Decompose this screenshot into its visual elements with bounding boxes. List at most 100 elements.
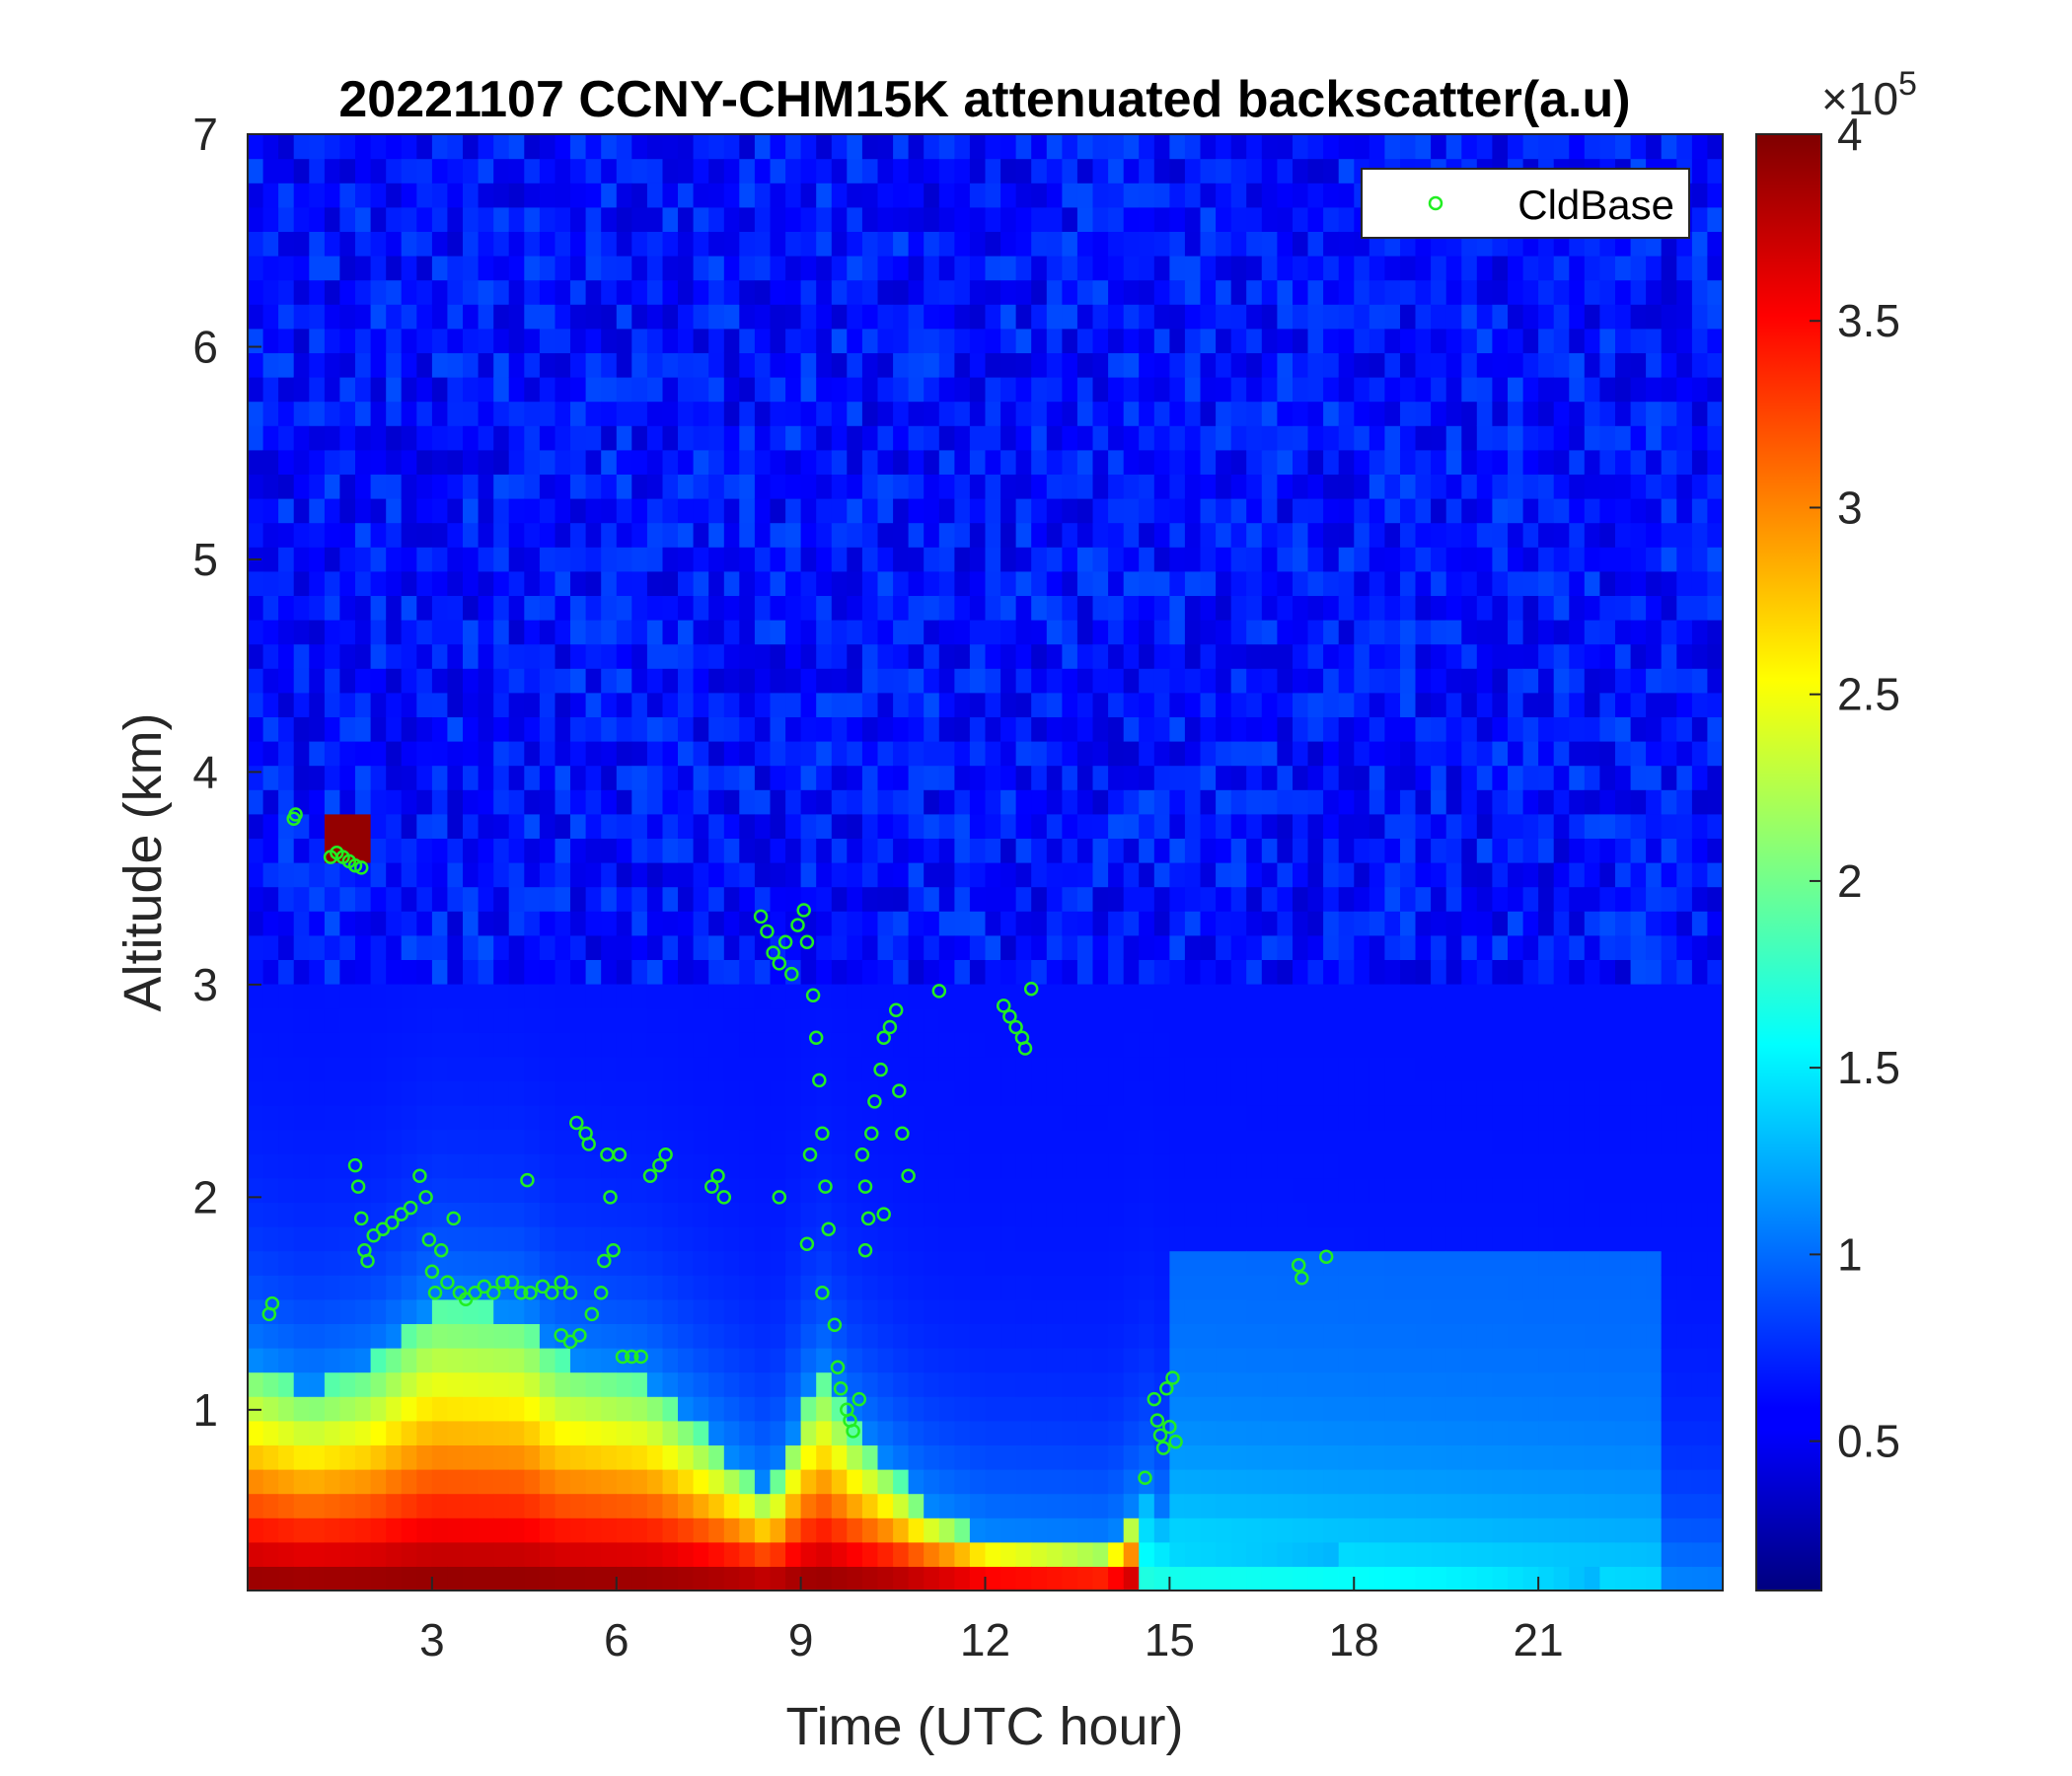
heatmap-cell <box>1338 1250 1355 1276</box>
heatmap-cell <box>524 911 541 936</box>
heatmap-cell <box>1492 1202 1509 1227</box>
heatmap-cell <box>1062 984 1078 1009</box>
heatmap-cell <box>1153 206 1170 232</box>
heatmap-cell <box>447 1105 464 1131</box>
heatmap-cell <box>1153 741 1170 767</box>
heatmap-cell <box>278 1420 295 1445</box>
heatmap-cell <box>1184 256 1202 281</box>
heatmap-cell <box>585 959 602 985</box>
heatmap-cell <box>1153 183 1170 208</box>
heatmap-cell <box>1307 328 1324 353</box>
heatmap-cell <box>539 716 556 742</box>
heatmap-cell <box>847 570 863 596</box>
heatmap-cell <box>1492 1080 1509 1106</box>
heatmap-cell <box>508 692 525 717</box>
heatmap-cell <box>262 328 279 353</box>
heatmap-cell <box>1000 643 1017 669</box>
heatmap-cell <box>1384 474 1401 499</box>
heatmap-cell <box>431 1032 449 1058</box>
heatmap-cell <box>1169 716 1186 742</box>
heatmap-cell <box>1461 377 1478 403</box>
heatmap-cell <box>1323 1153 1340 1179</box>
heatmap-cell <box>1354 425 1370 451</box>
heatmap-cell <box>416 425 433 451</box>
heatmap-cell <box>693 425 709 451</box>
heatmap-cell <box>478 1323 494 1349</box>
heatmap-cell <box>1123 1080 1140 1106</box>
heatmap-cell <box>1431 377 1447 403</box>
heatmap-cell <box>1508 984 1524 1009</box>
heatmap-cell <box>262 1469 279 1495</box>
heatmap-cell <box>248 158 264 184</box>
heatmap-cell <box>293 352 310 378</box>
heatmap-cell <box>847 716 863 742</box>
heatmap-cell <box>877 643 894 669</box>
heatmap-cell <box>739 1105 756 1131</box>
heatmap-cell <box>278 765 295 790</box>
heatmap-cell <box>785 886 802 912</box>
heatmap-cell <box>1108 838 1125 863</box>
heatmap-cell <box>1015 498 1032 524</box>
heatmap-cell <box>954 352 971 378</box>
heatmap-cell <box>877 134 894 160</box>
heatmap-cell <box>1369 862 1385 888</box>
heatmap-cell <box>1508 862 1524 888</box>
heatmap-cell <box>954 377 971 403</box>
heatmap-cell <box>1200 1129 1217 1154</box>
heatmap-cell <box>585 231 602 257</box>
heatmap-cell <box>1123 498 1140 524</box>
heatmap-cell <box>938 352 955 378</box>
heatmap-cell <box>861 1566 879 1591</box>
heatmap-cell <box>309 474 326 499</box>
heatmap-cell <box>1261 1323 1278 1349</box>
heatmap-cell <box>1123 643 1140 669</box>
heatmap-cell <box>1277 304 1294 330</box>
heatmap-cell <box>1200 1080 1217 1106</box>
heatmap-cell <box>723 570 740 596</box>
heatmap-cell <box>1431 1007 1447 1033</box>
heatmap-cell <box>447 449 464 475</box>
heatmap-cell <box>1431 1250 1447 1276</box>
heatmap-cell <box>1415 522 1432 548</box>
heatmap-cell <box>1307 1275 1324 1300</box>
heatmap-cell <box>908 1250 925 1276</box>
heatmap-cell <box>1384 352 1401 378</box>
heatmap-cell <box>278 1129 295 1154</box>
heatmap-cell <box>248 1056 264 1081</box>
heatmap-cell <box>1139 984 1155 1009</box>
heatmap-cell <box>293 134 310 160</box>
heatmap-cell <box>1169 620 1186 645</box>
heatmap-cell <box>1508 789 1524 815</box>
heatmap-cell <box>431 1323 449 1349</box>
heatmap-cell <box>1461 643 1478 669</box>
heatmap-cell <box>324 1348 341 1373</box>
heatmap-cell <box>585 1007 602 1033</box>
heatmap-cell <box>646 911 664 936</box>
heatmap-cell <box>1216 911 1232 936</box>
heatmap-cell <box>262 498 279 524</box>
heatmap-cell <box>309 984 326 1009</box>
heatmap-cell <box>1492 256 1509 281</box>
heatmap-cell <box>831 1202 848 1227</box>
heatmap-cell <box>631 1396 648 1422</box>
heatmap-cell <box>1445 1007 1462 1033</box>
heatmap-cell <box>539 1129 556 1154</box>
heatmap-cell <box>1338 522 1355 548</box>
heatmap-cell <box>1400 862 1417 888</box>
heatmap-cell <box>262 595 279 621</box>
heatmap-cell <box>1261 158 1278 184</box>
heatmap-cell <box>924 158 940 184</box>
heatmap-cell <box>938 1202 955 1227</box>
heatmap-cell <box>1169 304 1186 330</box>
heatmap-cell <box>463 838 480 863</box>
heatmap-cell <box>985 547 1001 572</box>
heatmap-cell <box>693 813 709 839</box>
heatmap-cell <box>723 934 740 960</box>
heatmap-cell <box>908 1007 925 1033</box>
heatmap-cell <box>1384 522 1401 548</box>
heatmap-cell <box>1076 1420 1094 1445</box>
heatmap-cell <box>723 741 740 767</box>
heatmap-cell <box>1369 449 1385 475</box>
heatmap-cell <box>1492 862 1509 888</box>
heatmap-cell <box>539 862 556 888</box>
